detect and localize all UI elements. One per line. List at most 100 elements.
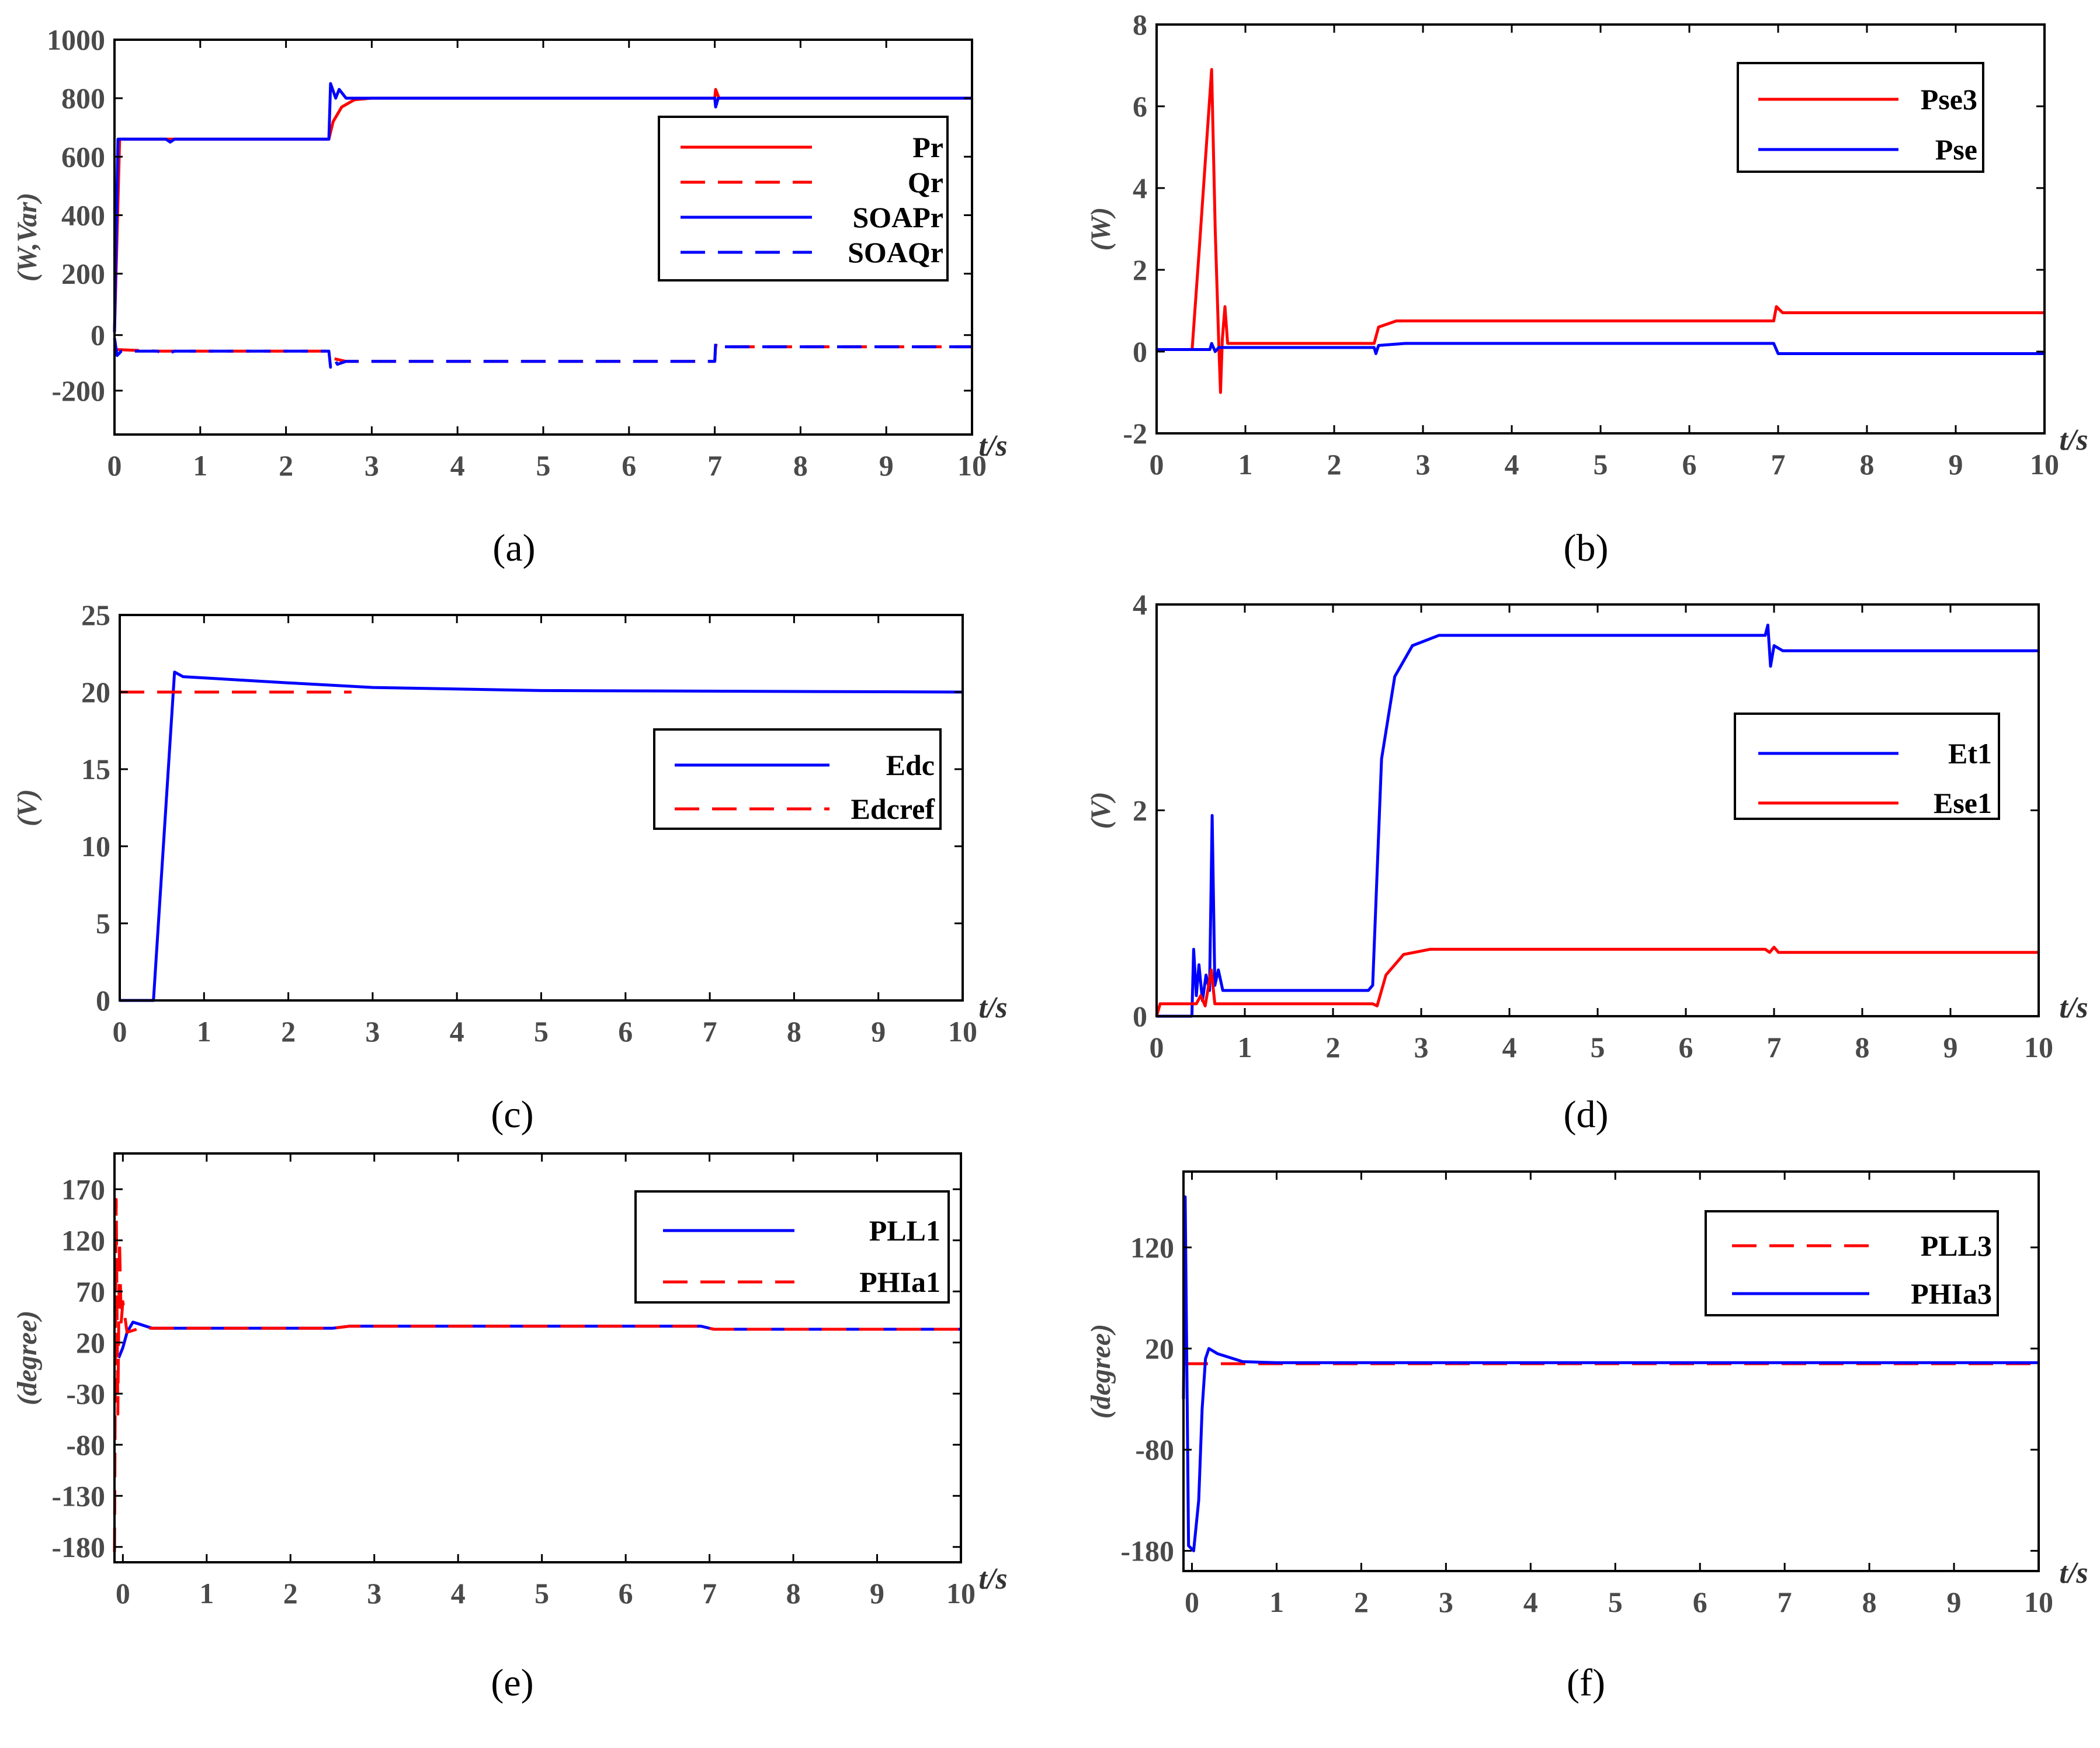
x-tick-label: 1 — [1238, 448, 1253, 481]
legend-label-pse3: Pse3 — [1921, 83, 1977, 116]
x-tick-label: 2 — [1354, 1586, 1369, 1618]
y-tick-label: -200 — [51, 374, 105, 407]
x-tick-label: 0 — [116, 1577, 130, 1610]
x-tick-label: 9 — [1949, 448, 1963, 481]
y-tick-label: 4 — [1133, 588, 1147, 621]
y-tick-label: 0 — [1133, 1000, 1147, 1033]
x-tick-label: 3 — [1416, 448, 1431, 481]
series-line-ese1 — [1155, 946, 2039, 1017]
x-tick-label: 2 — [281, 1015, 296, 1048]
x-tick-label: 3 — [365, 449, 379, 482]
y-tick-label: 0 — [91, 319, 105, 352]
legend-box — [634, 1190, 950, 1304]
x-tick-label: 3 — [1439, 1586, 1453, 1618]
x-tick-label: 7 — [1778, 1586, 1792, 1618]
x-axis-label: t/s — [2059, 991, 2088, 1024]
y-tick-label: -130 — [51, 1479, 105, 1512]
y-tick-label: 120 — [61, 1224, 105, 1257]
panel-c-chart: 0 1 2 3 4 5 6 7 8 9 10 25 20 15 10 5 0 (V) t/s Edc Edcref (c) — [12, 599, 1008, 1136]
y-tick-label: 0 — [96, 984, 110, 1017]
x-tick-label: 6 — [622, 449, 636, 482]
x-tick-label: 5 — [1591, 1031, 1605, 1064]
x-tick-label: 4 — [450, 1015, 464, 1048]
y-tick-label: 4 — [1133, 172, 1147, 204]
x-tick-label: 8 — [1855, 1031, 1870, 1064]
y-tick-label: -80 — [1135, 1433, 1174, 1466]
y-tick-label: 6 — [1133, 90, 1147, 123]
x-tick-label: 6 — [619, 1577, 633, 1610]
x-axis-label: t/s — [978, 991, 1007, 1024]
x-tick-label: 5 — [534, 1015, 549, 1048]
x-tick-label: 6 — [618, 1015, 633, 1048]
y-tick-label: 800 — [61, 82, 105, 114]
y-tick-label: 120 — [1130, 1231, 1174, 1264]
x-tick-label: 2 — [279, 449, 293, 482]
panel-e-chart: 0 1 2 3 4 5 6 7 8 9 10 170 120 70 20 -30 -80 -130 -180 (deg… — [12, 1152, 1008, 1704]
x-tick-label: 9 — [1947, 1586, 1962, 1618]
series-line-soaqr — [113, 338, 972, 369]
x-tick-label: 0 — [1185, 1586, 1199, 1618]
x-axis-label: t/s — [978, 429, 1007, 463]
y-tick-label: 600 — [61, 140, 105, 173]
series-line-phia3 — [1182, 1195, 2039, 1552]
x-tick-label: 8 — [1862, 1586, 1877, 1618]
y-tick-label: 20 — [76, 1326, 105, 1359]
panel-caption: (a) — [492, 527, 535, 569]
x-tick-label: 4 — [1505, 448, 1519, 481]
legend-box — [1737, 62, 1984, 173]
x-tick-label: 4 — [1523, 1586, 1538, 1618]
y-tick-label: -2 — [1123, 417, 1147, 450]
y-tick-label: 20 — [81, 676, 110, 708]
x-tick-label: 4 — [451, 1577, 466, 1610]
x-tick-label: 2 — [283, 1577, 298, 1610]
x-tick-label: 7 — [702, 1577, 717, 1610]
legend-label-pse: Pse — [1935, 133, 1977, 166]
x-tick-label: 10 — [2030, 448, 2059, 481]
x-axis-label: t/s — [978, 1562, 1007, 1596]
y-tick-label: 2 — [1133, 253, 1147, 286]
y-tick-label: 2 — [1133, 794, 1147, 827]
y-axis-label: (V) — [1085, 792, 1116, 829]
y-tick-label: -80 — [66, 1429, 105, 1461]
legend-label-edc: Edc — [886, 749, 935, 781]
legend-label-edcref: Edcref — [851, 793, 936, 825]
x-tick-label: 5 — [1594, 448, 1608, 481]
legend-box — [1705, 1210, 1999, 1316]
panel-d-chart: 0 1 2 3 4 5 6 7 8 9 10 4 2 0 (V) t/s Et1 Ese1 (d) — [1085, 588, 2088, 1136]
x-tick-label: 6 — [1679, 1031, 1693, 1064]
x-tick-label: 7 — [1767, 1031, 1782, 1064]
x-tick-label: 1 — [1269, 1586, 1284, 1618]
x-tick-label: 5 — [1608, 1586, 1623, 1618]
plot-frame — [113, 1152, 962, 1563]
legend-label-pll1: PLL1 — [869, 1214, 940, 1247]
x-tick-label: 5 — [536, 449, 551, 482]
x-tick-label: 10 — [2024, 1586, 2053, 1618]
y-tick-label: 15 — [81, 753, 110, 786]
x-tick-label: 3 — [367, 1577, 381, 1610]
panel-f-chart: 0 1 2 3 4 5 6 7 8 9 10 120 20 -80 -180 (degree) t/s PLL3 P… — [1085, 1170, 2088, 1704]
x-tick-label: 7 — [707, 449, 722, 482]
x-tick-label: 1 — [199, 1577, 214, 1610]
y-axis-label: (degree) — [12, 1311, 43, 1406]
legend-label-phia3: PHIa3 — [1911, 1277, 1992, 1310]
panel-caption: (c) — [491, 1093, 533, 1136]
legend-box — [1734, 713, 2000, 820]
legend-label-et1: Et1 — [1948, 737, 1992, 770]
legend-label-pr: Pr — [912, 131, 943, 164]
y-tick-label: 1000 — [47, 23, 105, 56]
y-tick-label: 0 — [1133, 335, 1147, 368]
y-tick-label: -30 — [66, 1377, 105, 1410]
x-tick-label: 2 — [1326, 1031, 1341, 1064]
legend-label-phia1: PHIa1 — [859, 1266, 940, 1298]
x-tick-label: 10 — [957, 449, 987, 482]
x-tick-label: 8 — [793, 449, 808, 482]
x-tick-label: 3 — [365, 1015, 380, 1048]
legend-label-soapr: SOAPr — [852, 201, 943, 234]
x-tick-label: 4 — [450, 449, 465, 482]
x-tick-label: 2 — [1327, 448, 1342, 481]
x-tick-label: 8 — [1860, 448, 1875, 481]
y-tick-label: 400 — [61, 199, 105, 231]
x-tick-label: 5 — [534, 1577, 549, 1610]
